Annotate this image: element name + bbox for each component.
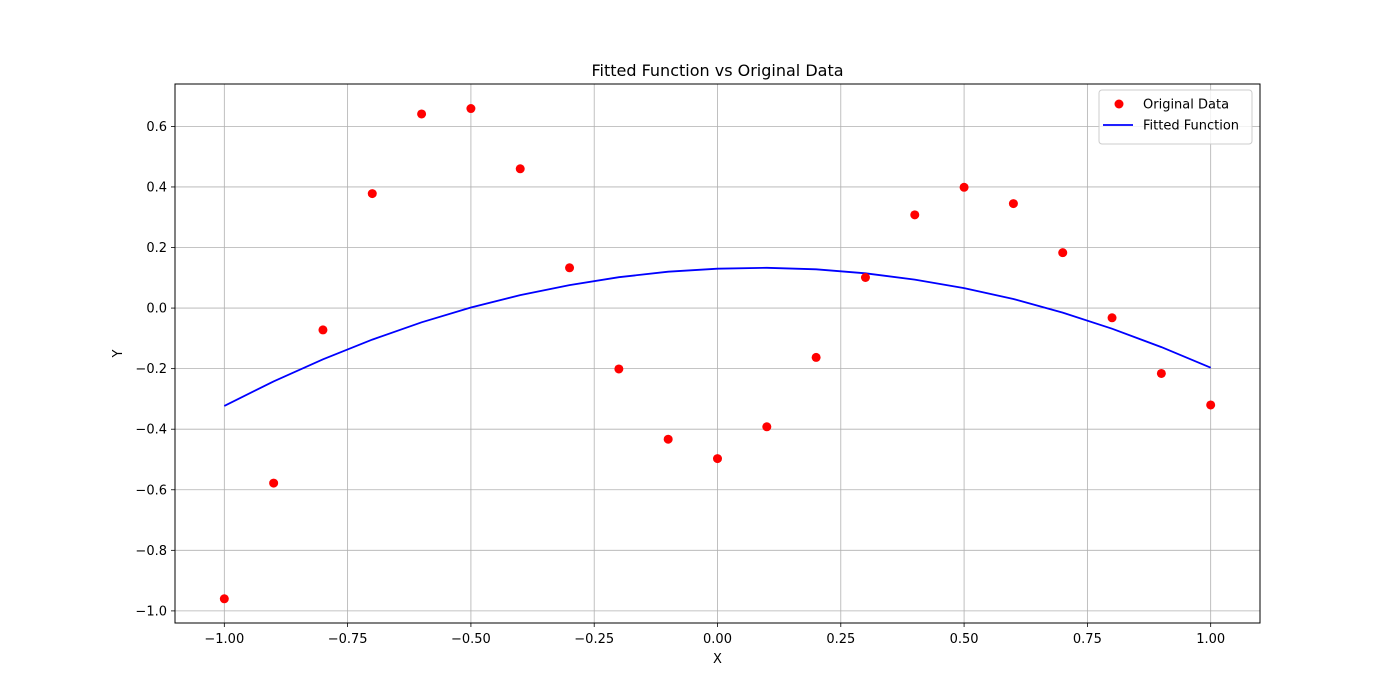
data-point [910, 210, 920, 220]
data-point [762, 422, 772, 432]
data-point [811, 352, 821, 362]
data-point [466, 104, 476, 114]
x-tick-label: −0.75 [328, 632, 368, 647]
data-point [663, 434, 673, 444]
data-point [367, 189, 377, 199]
legend-label: Fitted Function [1143, 119, 1239, 134]
data-point [1107, 313, 1117, 323]
data-point [515, 164, 525, 174]
y-tick-label: 0.2 [146, 241, 167, 256]
y-tick-label: −0.4 [135, 423, 167, 438]
legend-scatter-marker [1114, 99, 1124, 109]
legend-box [1098, 89, 1253, 145]
y-tick-label: 0.4 [146, 180, 167, 195]
data-point [713, 454, 722, 464]
data-point [318, 325, 328, 335]
chart-title: Fitted Function vs Original Data [591, 61, 843, 80]
y-tick-label: −0.2 [135, 362, 167, 377]
x-axis-label: X [713, 652, 722, 667]
data-point [1008, 199, 1018, 209]
x-tick-label: 0.00 [703, 632, 732, 647]
y-tick-label: −0.8 [135, 544, 167, 559]
y-tick-label: 0.0 [146, 302, 167, 317]
fitted-function-line [223, 266, 1212, 407]
legend-label: Original Data [1143, 98, 1229, 113]
data-point [1206, 400, 1216, 410]
legend: Original Data Fitted Function [1098, 89, 1253, 145]
data-point [417, 109, 427, 119]
data-point [565, 263, 575, 273]
data-point [959, 182, 969, 192]
series-layer [219, 104, 1216, 604]
y-tick-label: −0.6 [135, 483, 167, 498]
x-tick-label: 0.50 [950, 632, 979, 647]
x-tick-label: 1.00 [1196, 632, 1225, 647]
tick-layer: −1.00 −0.75 −0.50 −0.25 0.00 0.25 0.50 0.75 1.00… [135, 120, 1225, 647]
data-point [219, 594, 229, 604]
data-point [1156, 368, 1166, 378]
x-tick-label: −1.00 [204, 632, 244, 647]
y-tick-label: 0.6 [146, 120, 167, 135]
x-tick-label: 0.25 [826, 632, 855, 647]
x-tick-label: −0.25 [574, 632, 614, 647]
data-point [614, 364, 624, 374]
x-tick-label: −0.50 [451, 632, 491, 647]
y-axis-label: Y [111, 349, 126, 358]
grid-layer [175, 84, 1260, 623]
y-tick-label: −1.0 [135, 604, 167, 619]
data-point [1058, 248, 1068, 258]
data-point [860, 272, 870, 282]
x-tick-label: 0.75 [1073, 632, 1102, 647]
data-point [269, 478, 279, 488]
